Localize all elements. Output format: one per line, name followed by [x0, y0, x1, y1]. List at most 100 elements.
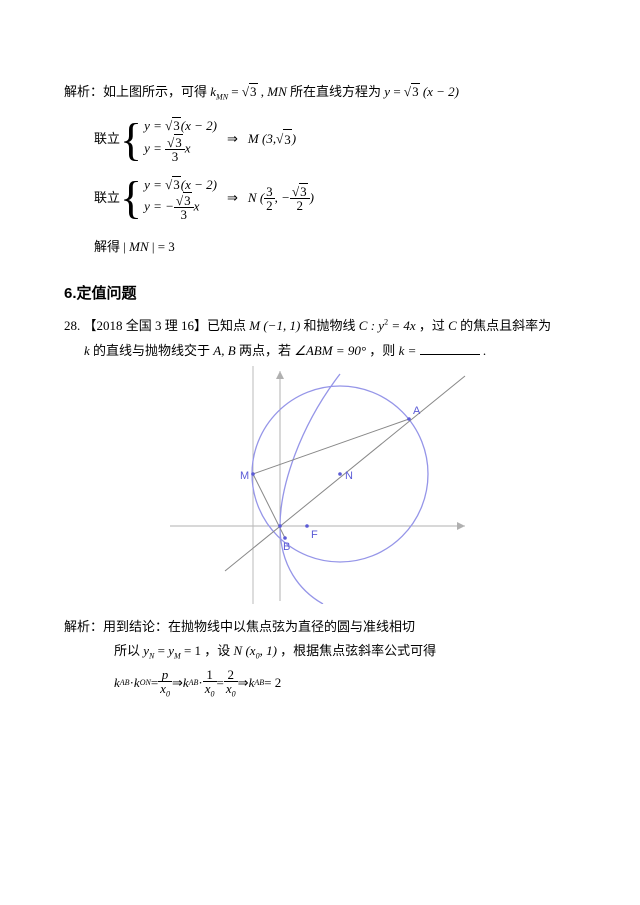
s2-bot-y: y = −: [144, 199, 174, 214]
s1-bot-den: 3: [165, 150, 185, 163]
rn-x-num: 3: [264, 185, 275, 199]
p28-Cletter: C: [448, 318, 457, 333]
a-N: N (x: [234, 643, 256, 658]
p28-l2-mid2: 两点，若: [239, 343, 294, 358]
rn-y-sqrt: 3: [299, 183, 308, 199]
s2-bot-num-sqrt-sign: √: [176, 193, 183, 208]
sqrt-val: 3: [249, 83, 258, 99]
p28-mid3: 的焦点且斜率为: [460, 318, 551, 333]
rn-y-sqrt-sign: √: [292, 184, 299, 199]
solved-eq: | = 3: [149, 239, 175, 254]
k-sub: MN: [216, 93, 228, 102]
system-1-eqs: y = √3(x − 2) y = √33x: [142, 116, 217, 163]
s1-top-sqrt: 3: [172, 117, 181, 133]
rhs-eq: =: [393, 84, 404, 99]
p28-k2: k =: [399, 343, 420, 358]
s1-bot-x: x: [185, 140, 191, 155]
eq: =: [231, 84, 242, 99]
a-yn-sub: N: [149, 652, 154, 661]
s2-bot-num-sqrt: 3: [183, 192, 192, 208]
p28-eqrhs: = 4x: [388, 318, 416, 333]
rm-sqrt-sign: √: [276, 129, 283, 150]
s1-top-y: y =: [144, 118, 165, 133]
intro-prefix: 解析：如上图所示，可得: [64, 84, 207, 99]
diagram: A B M N F: [64, 366, 576, 611]
p28-period: .: [483, 343, 486, 358]
arrow-1: ⇒: [227, 129, 238, 150]
a2-f3n: 2: [224, 668, 238, 682]
point-M: [251, 472, 255, 476]
arrow-2: ⇒: [227, 188, 238, 209]
a2-f1ds: 0: [166, 689, 170, 698]
point-O: [278, 524, 282, 528]
p28-mid2: ，过: [419, 318, 448, 333]
label-M: M: [240, 470, 249, 482]
x-arrow: [457, 522, 465, 530]
page-content: 解析：如上图所示，可得 kMN = √3 , MN 所在直线方程为 y = √3…: [0, 0, 640, 742]
result-N: N (: [248, 188, 264, 209]
a2-f1n: p: [158, 668, 172, 682]
point-F: [305, 524, 309, 528]
a2-arr2: ⇒: [238, 673, 249, 694]
rn-x-den: 2: [264, 199, 275, 212]
p28-num: 28.: [64, 318, 80, 333]
p28-C: C : y: [359, 318, 384, 333]
a2-ab3: AB: [254, 677, 264, 690]
s2-top-rest: (x − 2): [181, 177, 217, 192]
a2-ab: AB: [120, 677, 130, 690]
rm-sqrt: 3: [283, 129, 292, 151]
a2-eq2: =: [217, 673, 224, 694]
label-B: B: [283, 541, 290, 553]
s2-bot-den: 3: [174, 208, 194, 221]
s2-top-sqrt: 3: [172, 176, 181, 192]
point-A: [407, 417, 411, 421]
analysis-line1: 解析：用到结论：在抛物线中以焦点弦为直径的圆与准线相切: [64, 617, 576, 638]
label-A: A: [413, 405, 421, 417]
sqrt-val-2: 3: [411, 83, 420, 99]
solved-line: 解得 | MN | = 3: [94, 237, 576, 258]
sqrt-sign-1: √: [242, 84, 249, 99]
a-eq2: = 1 ，设: [184, 643, 234, 658]
solved-var: MN: [129, 239, 149, 254]
p28-angle: ∠ABM = 90°: [294, 343, 366, 358]
rhs-rest: (x − 2): [423, 84, 459, 99]
system-label-2: 联立: [94, 188, 120, 209]
p28-mid1: 和抛物线: [304, 318, 356, 333]
y-arrow: [276, 371, 284, 379]
section-6-title: 6.定值问题: [64, 282, 576, 306]
a2-f2n: 1: [203, 668, 217, 682]
a-l1-mid: ，根据焦点弦斜率公式可得: [280, 643, 436, 658]
point-N: [338, 472, 342, 476]
p28-l2-mid3: ，则: [369, 343, 398, 358]
s1-bot-num-sqrt: 3: [174, 134, 183, 150]
p28-M: M (−1, 1): [249, 318, 300, 333]
a2-arr1: ⇒: [172, 673, 183, 694]
s2-bot-x: x: [194, 199, 200, 214]
a2-on: ON: [140, 677, 151, 690]
label-N: N: [345, 470, 353, 482]
brace-1: {: [120, 117, 142, 163]
a-ym-sub: M: [174, 652, 181, 661]
problem-28-line2: k 的直线与抛物线交于 A, B 两点，若 ∠ABM = 90° ，则 k = …: [84, 341, 576, 362]
p28-k: k: [84, 343, 90, 358]
mid2: 所在直线方程为: [290, 84, 384, 99]
diagram-svg: A B M N F: [165, 366, 475, 604]
rn-y-den: 2: [290, 199, 310, 212]
brace-2: {: [120, 175, 142, 221]
p28-l2-mid: 的直线与抛物线交于: [93, 343, 213, 358]
result-M-close: ): [292, 129, 296, 150]
rn-mid: , −: [275, 188, 290, 209]
s2-top-y: y =: [144, 177, 165, 192]
a-N-close: , 1): [260, 643, 277, 658]
result-M: M (3,: [248, 129, 276, 150]
y-var: y: [384, 84, 390, 99]
system-2: 联立 { y = √3(x − 2) y = −√33x ⇒ N (32, −√…: [94, 175, 576, 222]
problem-28: 28. 【2018 全国 3 理 16】已知点 M (−1, 1) 和抛物线 C…: [64, 316, 576, 337]
a2-f2ds: 0: [211, 689, 215, 698]
point-B: [283, 536, 287, 540]
label-F: F: [311, 529, 318, 541]
system-label-1: 联立: [94, 129, 120, 150]
a2-eq1: =: [151, 673, 158, 694]
p28-src: 【2018 全国 3 理 16】已知点: [84, 318, 247, 333]
system-2-eqs: y = √3(x − 2) y = −√33x: [142, 175, 217, 222]
